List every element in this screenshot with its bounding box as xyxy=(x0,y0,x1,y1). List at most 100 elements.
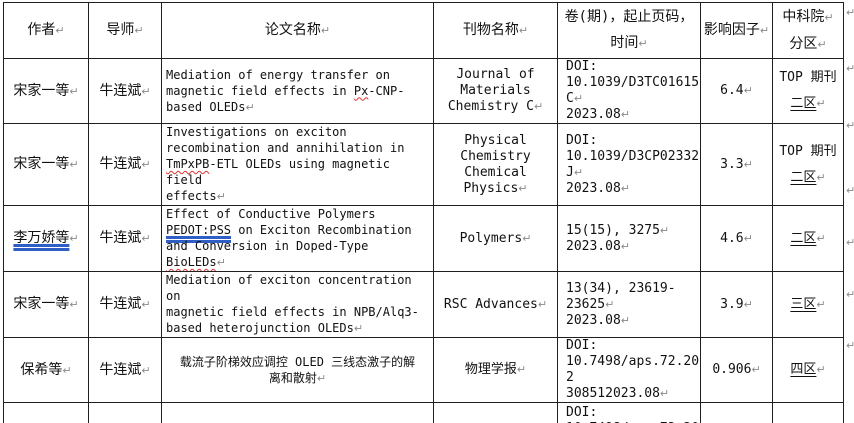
cell-author[interactable]: 保希等↵ xyxy=(3,337,89,403)
text-run: 6.4 xyxy=(720,83,744,98)
cell-advisor[interactable]: 牛连斌↵ xyxy=(88,337,162,403)
cell-cas-division[interactable]: 二区↵ xyxy=(772,205,844,272)
paragraph-mark: ↵ xyxy=(816,363,826,376)
text-run: Mediation of exciton concentration on ma… xyxy=(166,273,419,335)
paragraph-mark: ↵ xyxy=(69,84,79,98)
header-paper-title[interactable]: 论文名称↵ xyxy=(161,2,434,59)
table-row: 宋家一等↵ 牛连斌↵ Mediation of energy transfer … xyxy=(3,58,844,124)
paragraph-mark: ↵ xyxy=(245,100,255,114)
text-run: 载流子阶梯效应调控 OLED 三线态激子的解 离和散射 xyxy=(179,354,416,385)
paragraph-mark: ↵ xyxy=(353,322,364,335)
paragraph-mark: ↵ xyxy=(516,363,527,376)
text-run: TOP 期刊 xyxy=(779,143,837,159)
text-run: 牛连斌 xyxy=(99,82,142,99)
cell-cas-division[interactable]: 四区↵ xyxy=(772,337,844,403)
cell-advisor[interactable]: 牛连斌↵ xyxy=(88,58,162,124)
text-run: 保希等 xyxy=(20,361,63,378)
paragraph-mark: ↵ xyxy=(216,256,226,269)
text-run: 13(34), 23619- 23625 xyxy=(566,280,676,312)
table-row: 李万娇等↵ 牛连斌↵ Effect of Conductive Polymers… xyxy=(3,205,844,272)
cell-volume-pages-date[interactable]: DOI: 10.1039/D3TC01615C↵ 2023.08↵ xyxy=(557,58,701,124)
paragraph-mark: ↵ xyxy=(141,158,151,171)
cell-volume-pages-date[interactable]: DOI: 10.7498/aps.72.202 308512023.08↵ xyxy=(557,337,701,403)
cell-impact-factor[interactable]: 3.9↵ xyxy=(700,271,773,338)
paragraph-mark: ↵ xyxy=(816,297,826,311)
cell-author[interactable]: 宋家一等↵ xyxy=(3,123,89,206)
paragraph-mark: ↵ xyxy=(620,239,631,253)
text-run: -CNP- based OLEDs xyxy=(166,83,405,114)
text-run: 物理学报 xyxy=(464,362,517,377)
paragraph-mark: ↵ xyxy=(55,24,65,37)
paragraph-mark: ↵ xyxy=(816,170,826,184)
cell-advisor[interactable]: 牛连斌↵ xyxy=(88,402,162,423)
cell-paper-title[interactable]: Mediation of energy transfer on magnetic… xyxy=(161,58,434,124)
text-run: 3.3 xyxy=(720,156,744,172)
cell-cas-division[interactable]: 三区↵ xyxy=(772,271,844,338)
paragraph-mark: ↵ xyxy=(316,371,327,385)
cell-cas-division[interactable]: TOP 期刊 二区↵ xyxy=(772,58,844,124)
header-advisor[interactable]: 导师↵ xyxy=(88,2,162,59)
text-run: Mediation of energy transfer on magnetic… xyxy=(166,67,390,98)
paragraph-mark: ↵ xyxy=(751,363,761,376)
header-volume-pages-date[interactable]: 卷(期)，起止页码， 时间↵ xyxy=(557,2,701,59)
paragraph-mark: ↵ xyxy=(573,92,584,105)
paragraph-mark: ↵ xyxy=(518,24,529,37)
header-row: 作者↵ 导师↵ 论文名称↵ 刊物名称↵ 卷(期)，起止页码， 时间↵ 影响因子↵… xyxy=(3,2,844,59)
cell-journal[interactable]: RSC Advances↵ xyxy=(433,271,558,338)
paragraph-mark: ↵ xyxy=(537,297,548,311)
text-run: 3.9 xyxy=(720,296,744,312)
text-run: DOI: 10.7498/aps.72.202 308512023.08 xyxy=(566,338,700,402)
cell-journal[interactable]: Journal of Materials Chemistry C↵ xyxy=(433,58,558,124)
cell-author[interactable]: 宋家一等↵ xyxy=(3,58,89,124)
cell-paper-title[interactable]: Alq3/HAT-CN 叠层电致发光器件的激子调 控机制探究↵ xyxy=(161,402,434,423)
cell-advisor[interactable]: 牛连斌↵ xyxy=(88,205,162,272)
text-run: RSC Advances xyxy=(443,296,538,312)
cell-cas-division[interactable]: 四区↵ xyxy=(772,402,844,423)
paragraph-mark: ↵ xyxy=(69,158,79,171)
text-run: 牛连斌 xyxy=(99,156,142,172)
text-run: 牛连斌 xyxy=(99,296,142,312)
cell-impact-factor[interactable]: 6.4↵ xyxy=(700,58,773,124)
cell-author[interactable]: 李万娇等↵ xyxy=(3,402,89,423)
cell-paper-title[interactable]: Mediation of exciton concentration on ma… xyxy=(161,271,434,338)
cell-paper-title[interactable]: Effect of Conductive Polymers PEDOT:PSS … xyxy=(161,205,434,272)
text-run: DOI: 10.1039/D3CP02332J xyxy=(566,132,700,180)
text-run: 论文名称 xyxy=(264,22,321,38)
cell-impact-factor[interactable]: 0.906↵ xyxy=(700,402,773,423)
cell-volume-pages-date[interactable]: 13(34), 23619- 23625↵ 2023.08↵ xyxy=(557,271,701,338)
cell-journal[interactable]: Polymers↵ xyxy=(433,205,558,272)
paragraph-mark: ↵ xyxy=(824,10,834,24)
text-run: 牛连斌 xyxy=(99,230,142,246)
cell-paper-title[interactable]: 载流子阶梯效应调控 OLED 三线态激子的解 离和散射↵ xyxy=(161,337,434,403)
cell-paper-title[interactable]: Investigations on exciton recombination … xyxy=(161,123,434,206)
cell-author[interactable]: 李万娇等↵ xyxy=(3,205,89,272)
header-cas-division[interactable]: 中科院↵ 分区↵ xyxy=(772,2,844,59)
text-run: Physical Chemistry Chemical Physics xyxy=(460,132,531,196)
cell-advisor[interactable]: 牛连斌↵ xyxy=(88,123,162,206)
row-end-mark: ↵ xyxy=(846,119,854,132)
cell-author[interactable]: 宋家一等↵ xyxy=(3,271,89,338)
text-run: Polymers xyxy=(459,230,523,246)
cell-cas-division[interactable]: TOP 期刊 二区↵ xyxy=(772,123,844,206)
text-run: TmPxPB xyxy=(166,157,210,171)
cell-volume-pages-date[interactable]: 15(15), 3275↵ 2023.08↵ xyxy=(557,205,701,272)
paragraph-mark: ↵ xyxy=(141,298,151,311)
cell-impact-factor[interactable]: 4.6↵ xyxy=(700,205,773,272)
cell-impact-factor[interactable]: 3.3↵ xyxy=(700,123,773,206)
cell-journal[interactable]: 物理学报↵ xyxy=(433,402,558,423)
cell-journal[interactable]: Physical Chemistry Chemical Physics↵ xyxy=(433,123,558,206)
text-run: 四区 xyxy=(790,362,817,377)
text-run: 刊物名称 xyxy=(462,22,519,38)
paragraph-mark: ↵ xyxy=(141,363,151,377)
cell-impact-factor[interactable]: 0.906↵ xyxy=(700,337,773,403)
cell-journal[interactable]: 物理学报↵ xyxy=(433,337,558,403)
cell-volume-pages-date[interactable]: DOI: 10.7498/aps.72.202 30973↵ 2023.08↵ xyxy=(557,402,701,423)
header-author[interactable]: 作者↵ xyxy=(3,2,89,59)
text-run: 导师 xyxy=(106,22,135,38)
text-run: 牛连斌 xyxy=(99,361,142,378)
header-impact-factor[interactable]: 影响因子↵ xyxy=(700,2,773,59)
paragraph-mark: ↵ xyxy=(817,37,827,51)
header-journal[interactable]: 刊物名称↵ xyxy=(433,2,558,59)
cell-advisor[interactable]: 牛连斌↵ xyxy=(88,271,162,338)
cell-volume-pages-date[interactable]: DOI: 10.1039/D3CP02332J↵ 2023.08↵ xyxy=(557,123,701,206)
